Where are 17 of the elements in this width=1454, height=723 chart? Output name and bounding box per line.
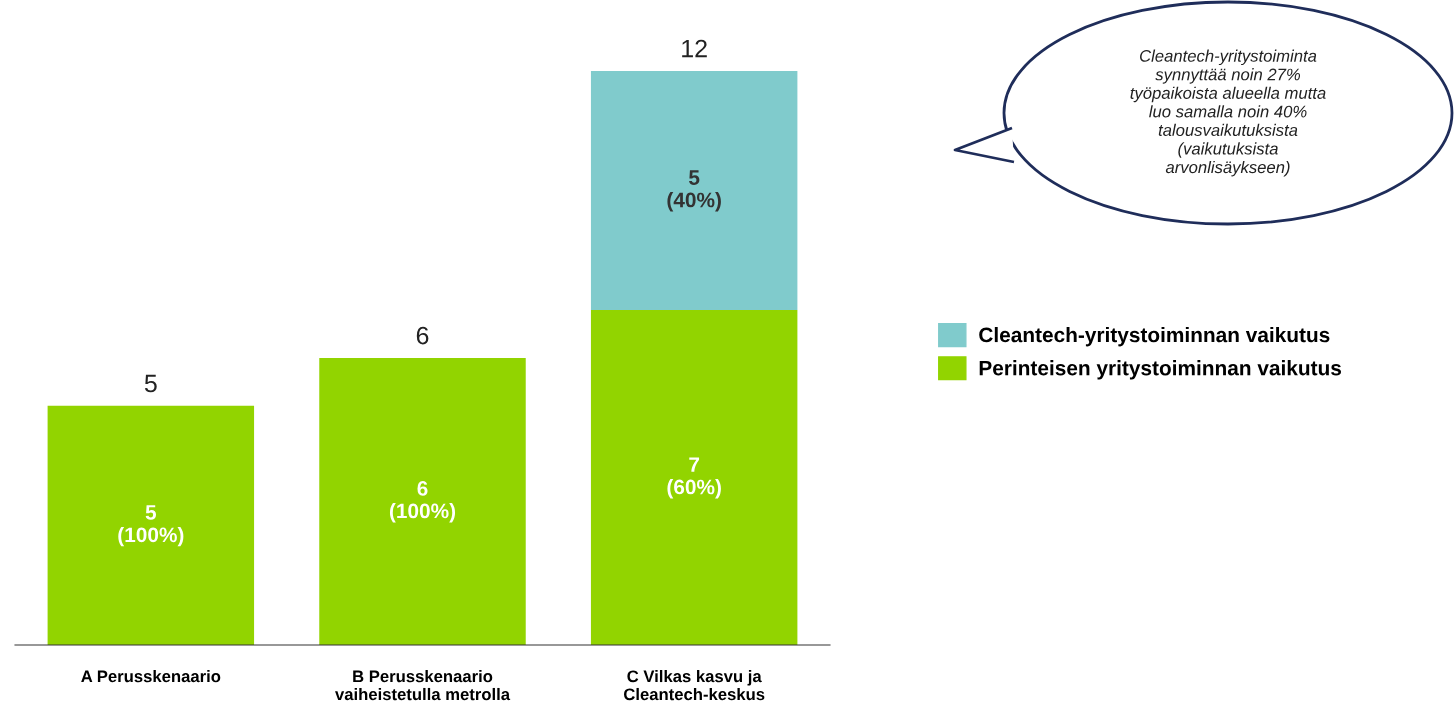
total-label: 6 xyxy=(416,326,429,345)
data-label: 7 (60%) xyxy=(667,457,721,499)
bar xyxy=(319,357,526,645)
legend-label: Cleantech-yritystoiminnan vaikutus xyxy=(979,326,1330,347)
x-tick-label: B Perusskenaario vaiheistetulla metrolla xyxy=(335,670,511,701)
bar xyxy=(47,405,255,645)
x-tick-label: C Vilkas kasvu ja Cleantech-keskus xyxy=(623,670,765,701)
total-label: 5 xyxy=(144,374,157,393)
data-label: 5 (100%) xyxy=(118,505,184,547)
x-tick-label: A Perusskenaario xyxy=(81,670,221,683)
total-label: 12 xyxy=(682,39,707,58)
data-label: 5 (40%) xyxy=(667,170,721,212)
bar xyxy=(590,310,798,645)
data-label: 6 (100%) xyxy=(389,481,456,523)
text: Cleantech-yritystoiminta synnyttää noin 27% työpaikoista alueella mutta luo samalla noin 40% talousvaikutuksista (vaikutuksista arvonlisäykseen) xyxy=(1130,49,1326,177)
bar xyxy=(590,70,798,311)
legend-label: Perinteisen yritystoiminnan vaikutus xyxy=(979,360,1342,380)
